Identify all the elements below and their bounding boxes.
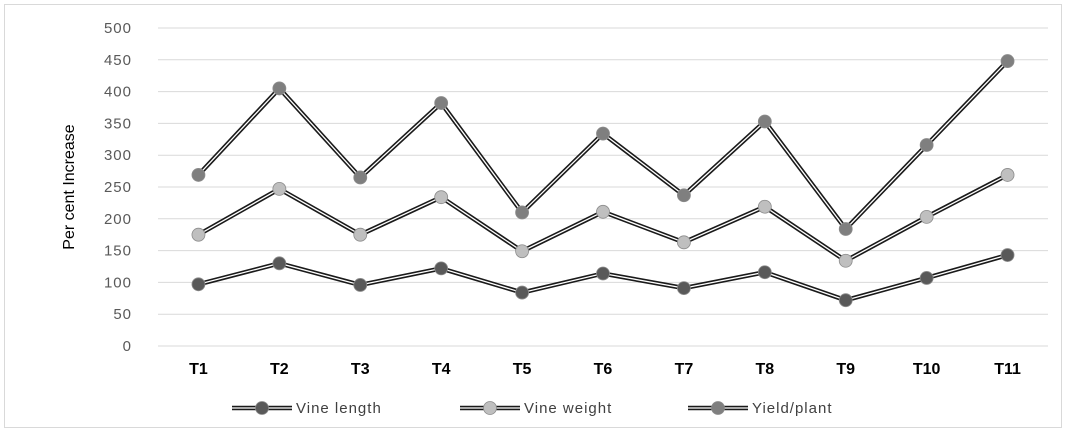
data-point: [515, 285, 529, 300]
x-tick-label: T9: [836, 361, 855, 378]
x-tick-label: T5: [513, 361, 532, 378]
legend-label: Vine length: [296, 400, 382, 417]
data-point: [838, 222, 853, 236]
y-tick-label: 400: [104, 84, 132, 101]
data-point: [838, 253, 853, 268]
y-tick-label: 0: [123, 338, 132, 355]
x-tick-label: T2: [270, 361, 289, 378]
series-layer: [191, 54, 1015, 308]
data-point: [919, 138, 934, 152]
y-axis-label: Per cent Increase: [61, 124, 78, 250]
data-point: [677, 188, 691, 203]
legend: Vine length Vine weight Yield/plant: [232, 400, 833, 417]
legend-item: Yield/plant: [688, 400, 833, 417]
data-point: [272, 81, 287, 96]
data-point: [677, 235, 691, 250]
y-tick-label: 300: [104, 147, 132, 164]
data-point: [515, 205, 529, 220]
legend-item: Vine weight: [460, 400, 612, 417]
data-point: [757, 265, 772, 280]
data-point: [596, 126, 610, 141]
gridlines: [158, 27, 1048, 347]
data-point: [434, 190, 449, 205]
y-tick-label: 200: [104, 211, 132, 228]
data-point: [191, 168, 206, 182]
x-tick-label: T6: [594, 361, 613, 378]
data-point: [1000, 54, 1015, 68]
data-point: [353, 278, 368, 292]
data-point: [596, 266, 610, 281]
data-point: [191, 277, 206, 292]
data-point: [919, 209, 934, 224]
y-tick-label: 350: [104, 115, 132, 132]
legend-item: Vine length: [232, 400, 382, 417]
x-tick-label: T10: [913, 361, 941, 378]
series-line: [196, 59, 1010, 233]
x-tick-label: T1: [189, 361, 208, 378]
data-point: [434, 261, 449, 276]
data-point: [596, 204, 610, 219]
series-line-core: [197, 60, 1009, 230]
data-point: [677, 281, 691, 296]
y-tick-label: 100: [104, 274, 132, 291]
legend-marker: [255, 401, 269, 415]
data-point: [919, 271, 934, 285]
series-yield-plant: [191, 54, 1015, 236]
y-tick-label: 450: [104, 52, 132, 69]
y-tick-label: 150: [104, 243, 132, 260]
data-point: [272, 182, 287, 196]
chart-frame: [4, 4, 1062, 428]
data-point: [272, 256, 287, 271]
y-tick-label: 500: [104, 20, 132, 37]
series-vine-length: [191, 248, 1015, 308]
legend-marker: [483, 401, 497, 415]
x-tick-label: T8: [755, 361, 774, 378]
legend-label: Yield/plant: [752, 400, 833, 417]
y-tick-label: 50: [113, 306, 132, 323]
x-tick-label: T3: [351, 361, 370, 378]
y-axis-ticks: 0 50 100 150 200 250 300 350 400 450 500: [104, 20, 132, 355]
data-point: [434, 96, 449, 110]
data-point: [515, 244, 529, 259]
x-axis-ticks: T1 T2 T3 T4 T5 T6 T7 T8 T9 T10 T11: [189, 361, 1021, 378]
data-point: [757, 114, 772, 129]
x-tick-label: T4: [432, 361, 451, 378]
legend-label: Vine weight: [524, 400, 612, 417]
data-point: [1000, 168, 1015, 182]
data-point: [353, 170, 368, 185]
y-tick-label: 250: [104, 179, 132, 196]
data-point: [838, 293, 853, 308]
series-vine-weight: [191, 168, 1015, 268]
data-point: [1000, 248, 1015, 262]
legend-marker: [711, 401, 725, 415]
data-point: [757, 199, 772, 214]
data-point: [191, 227, 206, 242]
x-tick-label: T11: [994, 361, 1021, 378]
x-tick-label: T7: [675, 361, 694, 378]
data-point: [353, 227, 368, 242]
